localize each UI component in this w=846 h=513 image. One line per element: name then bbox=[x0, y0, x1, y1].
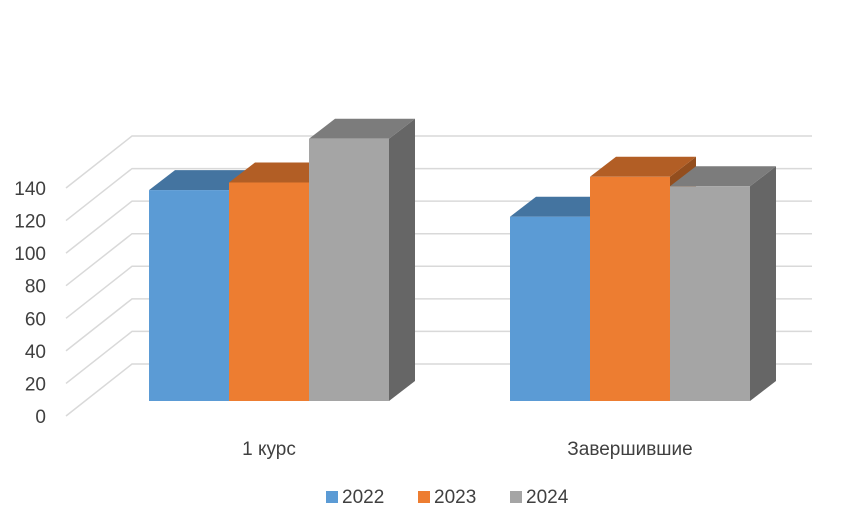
bar-top bbox=[309, 118, 415, 139]
y-tick-label: 0 bbox=[35, 407, 46, 428]
bar-top bbox=[590, 156, 696, 177]
legend-label: 2022 bbox=[342, 487, 384, 508]
bar-top bbox=[229, 162, 335, 183]
y-axis: 0 20 40 60 80 100 120 140 bbox=[14, 179, 46, 428]
y-tick-label: 80 bbox=[25, 277, 46, 298]
y-tick-label: 100 bbox=[14, 244, 46, 265]
y-tick-label: 120 bbox=[14, 212, 46, 233]
y-tick-label: 140 bbox=[14, 179, 46, 200]
legend: 2022 2023 2024 bbox=[326, 487, 569, 508]
bar-top bbox=[510, 196, 616, 217]
category-label: 1 курс bbox=[242, 439, 296, 460]
y-tick-label: 40 bbox=[25, 342, 46, 363]
x-axis: 1 курс Завершившие bbox=[242, 439, 693, 460]
gridline bbox=[65, 135, 812, 189]
bar bbox=[229, 182, 309, 401]
gridlines bbox=[65, 135, 812, 417]
legend-swatch bbox=[326, 491, 338, 503]
gridline bbox=[65, 167, 812, 222]
bars bbox=[149, 118, 776, 402]
y-tick-label: 60 bbox=[25, 309, 46, 330]
bar bbox=[149, 190, 229, 401]
legend-swatch bbox=[510, 491, 522, 503]
bar-side bbox=[389, 118, 415, 402]
y-tick-label: 20 bbox=[25, 374, 46, 395]
bar-top bbox=[149, 170, 255, 191]
bar bbox=[510, 216, 590, 401]
legend-label: 2023 bbox=[434, 487, 476, 508]
bar bbox=[309, 138, 389, 402]
bar-side bbox=[750, 166, 776, 401]
legend-label: 2024 bbox=[526, 487, 569, 508]
bar-top bbox=[670, 166, 776, 187]
legend-swatch bbox=[418, 491, 430, 503]
category-label: Завершившие bbox=[567, 439, 692, 460]
bar bbox=[590, 176, 670, 401]
bar bbox=[670, 186, 750, 401]
